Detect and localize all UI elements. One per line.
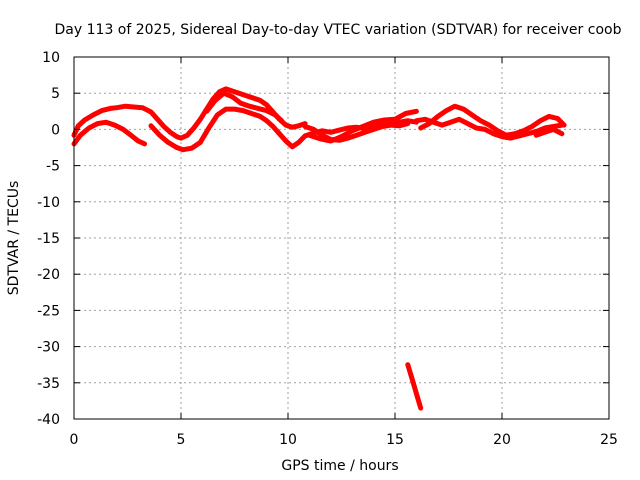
satellite-track-10-line: [533, 126, 565, 138]
y-tick-label: 10: [42, 50, 60, 66]
x-axis-label: GPS time / hours: [281, 458, 398, 474]
y-tick-label: 5: [51, 86, 60, 102]
satellite-track-9: [503, 113, 567, 138]
satellite-track-3-line: [148, 106, 419, 153]
satellite-track-7-line: [413, 116, 565, 141]
y-tick-label: -20: [37, 267, 60, 283]
y-tick-label: -15: [37, 231, 60, 247]
satellite-track-1: [71, 86, 308, 141]
satellite-track-8-line: [418, 103, 509, 138]
satellite-track-2-line: [71, 119, 148, 147]
satellite-track-6: [306, 108, 419, 144]
outlier-track: [405, 362, 424, 411]
satellite-track-8: [418, 103, 509, 138]
axes: 0 5 10 15 20 25 10 5 0 -5 -10 -15 -20 -25 -30 -35 -40: [37, 50, 618, 448]
satellite-track-10: [533, 126, 565, 138]
satellite-track-1-line: [71, 86, 308, 141]
y-tick-label: -5: [46, 159, 60, 175]
y-tick-label: -35: [37, 376, 60, 392]
x-tick-label: 20: [493, 432, 511, 448]
y-tick-label: -40: [37, 412, 60, 428]
satellite-track-2: [71, 119, 148, 147]
satellite-track-6-line: [306, 108, 419, 144]
satellite-track-4: [204, 90, 285, 124]
y-tick-label: -30: [37, 340, 60, 356]
x-tick-label: 5: [177, 432, 186, 448]
y-tick-label: -10: [37, 195, 60, 211]
outlier-track-line: [405, 362, 424, 411]
x-tick-label: 0: [70, 432, 79, 448]
series-group: [71, 86, 567, 411]
y-tick-label: -25: [37, 303, 60, 319]
satellite-track-4-line: [204, 90, 285, 124]
y-axis-label: SDTVAR / TECUs: [6, 181, 22, 296]
chart-title: Day 113 of 2025, Sidereal Day-to-day VTE…: [55, 22, 622, 38]
grid: [74, 57, 609, 419]
satellite-track-7: [413, 116, 565, 141]
satellite-track-3: [148, 106, 419, 153]
x-tick-label: 25: [600, 432, 618, 448]
satellite-track-9-line: [503, 113, 567, 138]
satellite-track-5: [302, 121, 411, 143]
y-tick-label: 0: [51, 122, 60, 138]
x-tick-label: 10: [279, 432, 297, 448]
satellite-track-5-line: [302, 121, 411, 143]
x-tick-label: 15: [386, 432, 404, 448]
